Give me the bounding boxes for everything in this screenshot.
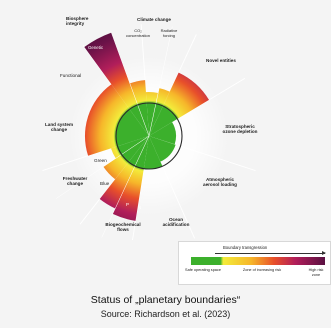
wedge-biosphere-genetic	[84, 32, 149, 136]
label-biogeochemical-flows: Biogeochemical flows	[105, 222, 141, 233]
wedge-novel-entities	[149, 72, 209, 136]
legend-safe-label: Safe operating space	[185, 268, 221, 272]
legend-arrow	[215, 251, 326, 255]
label-freshwater-change: Freshwater change	[62, 176, 88, 187]
wedge-climate-radiative	[149, 88, 170, 136]
wedge-aerosol-loading	[149, 136, 176, 162]
planetary-boundaries-diagram	[42, 24, 256, 240]
wedge-ozone-depletion	[149, 122, 176, 145]
sub-divider-3	[55, 135, 150, 199]
divider-spoke-6	[132, 168, 145, 240]
legend-header: Boundary transgression	[223, 245, 268, 250]
planetary-boundary-circle	[115, 102, 183, 170]
wedge-land-system-change	[84, 84, 149, 156]
divider-spoke-4	[180, 145, 256, 172]
label-functional: Functional	[60, 73, 82, 78]
legend-increasing-label: Zone of increasing risk	[242, 268, 282, 272]
label-radiative-forcing: Radiative forcing	[160, 28, 178, 38]
wedge-ocean-acidification	[143, 136, 163, 169]
legend-high-label: High risk zone	[308, 268, 324, 277]
label-climate-change: Climate change	[137, 17, 171, 22]
legend-panel: Boundary transgression Safe operating sp…	[178, 241, 331, 285]
sub-divider-1	[148, 26, 173, 137]
wedge-biosphere-functional	[129, 80, 149, 136]
slide-caption: Status of „planetary boundaries“	[90, 294, 241, 306]
sub-divider-2	[101, 135, 150, 238]
label-land-system-change: Land system change	[44, 122, 74, 133]
label-biosphere-integrity: Biosphere integrity	[66, 16, 89, 27]
label-phosphorus: P	[126, 202, 129, 207]
label-nitrogen: N	[138, 205, 142, 210]
label-ocean-acidification: Ocean acidification	[162, 217, 190, 228]
sub-divider-0	[110, 30, 150, 137]
wedge-freshwater-blue	[103, 136, 149, 180]
legend-color-scale	[191, 257, 325, 265]
label-novel-entities: Novel entities	[206, 58, 236, 63]
label-genetic: Genetic	[88, 45, 104, 50]
wedge-biogeochemical-p	[112, 136, 149, 221]
divider-spoke-3	[177, 77, 246, 120]
slide-source: Source: Richardson et al. (2023)	[100, 309, 231, 319]
label-co2-concentration: CO₂ concentration	[125, 28, 150, 38]
wedge-biogeochemical-n	[99, 136, 149, 209]
label-blue-water: Blue	[100, 181, 110, 186]
label-aerosol-loading: Atmospheric aerosol loading	[203, 177, 237, 188]
divider-spoke-5	[161, 165, 196, 239]
label-stratospheric-ozone: Stratospheric ozone depletion	[222, 124, 258, 135]
label-green-water: Green	[94, 158, 107, 163]
